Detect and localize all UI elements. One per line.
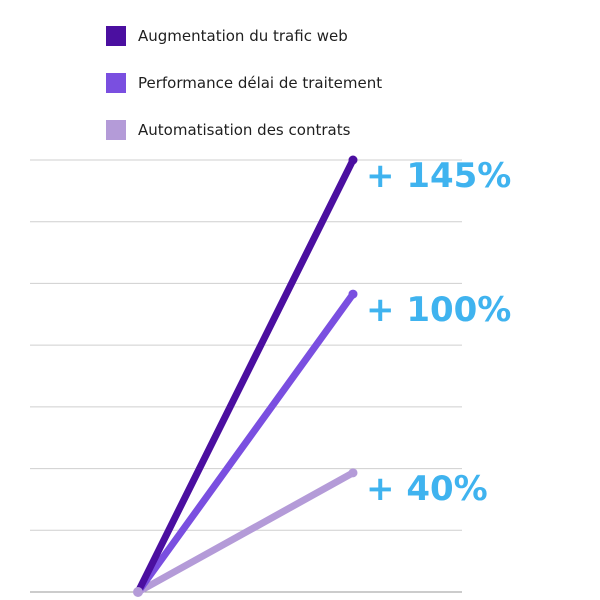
legend-label: Augmentation du trafic web [138, 27, 348, 45]
legend-swatch [106, 26, 126, 46]
legend-label: Automatisation des contrats [138, 121, 351, 139]
legend-item-processing-time: Performance délai de traitement [106, 73, 382, 93]
data-point [348, 289, 358, 299]
legend-item-contract-automation: Automatisation des contrats [106, 120, 382, 140]
legend-label: Performance délai de traitement [138, 74, 383, 92]
series-line-0 [134, 156, 357, 596]
value-label-0: + 145% [366, 156, 512, 196]
value-label-2: + 40% [366, 468, 488, 509]
data-point [348, 155, 358, 165]
data-point [348, 468, 358, 478]
legend-swatch [106, 120, 126, 140]
value-label-1: + 100% [366, 290, 512, 331]
series-line-1 [134, 290, 357, 596]
chart-legend: Augmentation du trafic web Performance d… [106, 26, 382, 167]
legend-item-web-traffic: Augmentation du trafic web [106, 26, 382, 46]
legend-swatch [106, 73, 126, 93]
origin-point [133, 587, 143, 597]
series-line-2 [134, 469, 357, 596]
